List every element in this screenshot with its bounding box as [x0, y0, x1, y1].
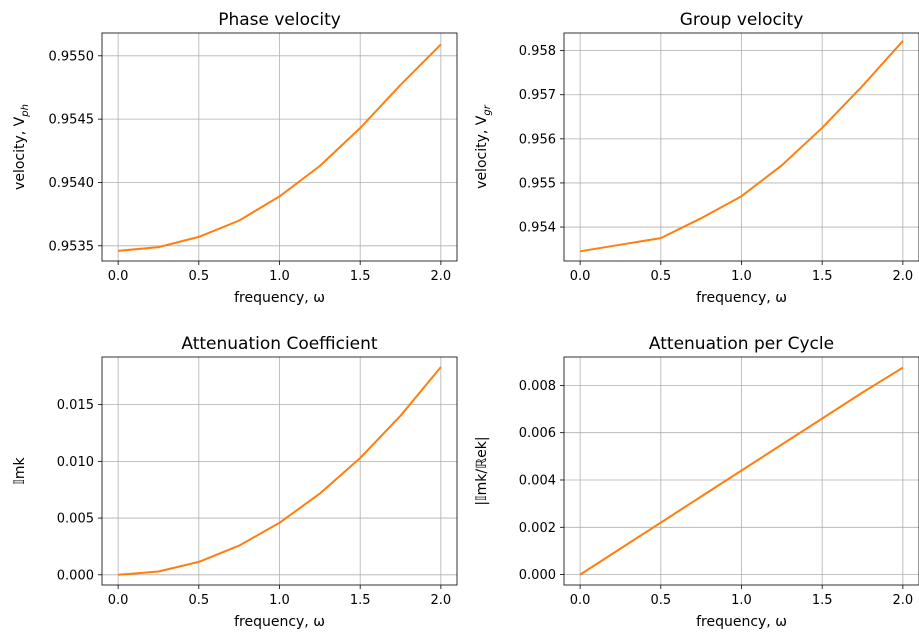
y-tick-label: 0.008 — [519, 379, 556, 394]
subplot-1: 0.0 0.5 1.0 1.5 2.0 0.9535 0.9540 0.9545 0.9550 P… — [12, 10, 458, 306]
subplot-2: 0.0 0.5 1.0 1.5 2.0 0.954 0.955 0.956 0.957 0.958… — [474, 10, 919, 306]
y-tick-label: 0.956 — [519, 132, 556, 147]
y-tick-label: 0.010 — [57, 455, 94, 470]
y-tick-label: 0.9550 — [49, 49, 95, 64]
y-axis-label: |𝕀mk/ℝek| — [474, 436, 490, 505]
y-tick-label: 0.955 — [519, 176, 556, 191]
y-tick-label: 0.002 — [519, 521, 556, 536]
y-tick-label: 0.954 — [519, 221, 556, 236]
x-tick-label: 0.5 — [650, 593, 671, 608]
y-tick-label: 0.9545 — [49, 113, 95, 128]
x-tick-label: 2.0 — [431, 269, 452, 284]
x-tick-label: 0.0 — [108, 269, 129, 284]
x-tick-label: 2.0 — [893, 269, 914, 284]
chart-title: Attenuation Coefficient — [181, 334, 378, 354]
chart-title: Attenuation per Cycle — [649, 334, 834, 354]
x-tick-label: 0.0 — [108, 593, 129, 608]
x-tick-label: 0.5 — [188, 269, 209, 284]
y-tick-label: 0.9535 — [49, 239, 95, 254]
series-line — [118, 43, 442, 252]
x-tick-label: 2.0 — [431, 593, 452, 608]
x-tick-label: 1.5 — [350, 269, 371, 284]
series-line — [579, 366, 904, 576]
x-axis-label: frequency, ω — [696, 614, 787, 630]
y-tick-label: 0.004 — [519, 473, 556, 488]
x-tick-label: 0.5 — [650, 269, 671, 284]
y-tick-label: 0.005 — [57, 512, 94, 527]
x-axis-label: frequency, ω — [234, 290, 325, 306]
y-axis-label: velocity, Vph — [12, 104, 31, 190]
subplot-3: 0.0 0.5 1.0 1.5 2.0 0.000 0.005 0.010 0.015 Atten… — [12, 334, 458, 630]
y-tick-label: 0.006 — [519, 426, 556, 441]
x-tick-label: 1.0 — [731, 593, 752, 608]
x-tick-label: 0.0 — [570, 593, 591, 608]
y-axis-label: 𝕀mk — [12, 456, 28, 484]
y-tick-label: 0.000 — [57, 568, 94, 583]
x-tick-label: 1.5 — [350, 593, 371, 608]
x-axis-label: frequency, ω — [696, 290, 787, 306]
x-tick-label: 0.5 — [188, 593, 209, 608]
y-tick-label: 0.015 — [57, 398, 94, 413]
x-tick-label: 1.5 — [812, 269, 833, 284]
y-tick-label: 0.000 — [519, 568, 556, 583]
series-line — [118, 366, 442, 576]
y-tick-label: 0.9540 — [49, 176, 95, 191]
x-tick-label: 1.0 — [269, 593, 290, 608]
x-tick-label: 0.0 — [570, 269, 591, 284]
y-tick-label: 0.957 — [519, 88, 556, 103]
x-tick-label: 1.0 — [731, 269, 752, 284]
x-tick-label: 1.0 — [269, 269, 290, 284]
x-tick-label: 1.5 — [812, 593, 833, 608]
series-line — [579, 40, 904, 253]
chart-title: Group velocity — [680, 10, 804, 30]
y-tick-label: 0.958 — [519, 44, 556, 59]
subplot-4: 0.0 0.5 1.0 1.5 2.0 0.000 0.002 0.004 0.006 0.008… — [474, 334, 919, 630]
x-axis-label: frequency, ω — [234, 614, 325, 630]
x-tick-label: 2.0 — [893, 593, 914, 608]
y-axis-label: velocity, Vgr — [474, 104, 493, 189]
chart-title: Phase velocity — [218, 10, 341, 30]
